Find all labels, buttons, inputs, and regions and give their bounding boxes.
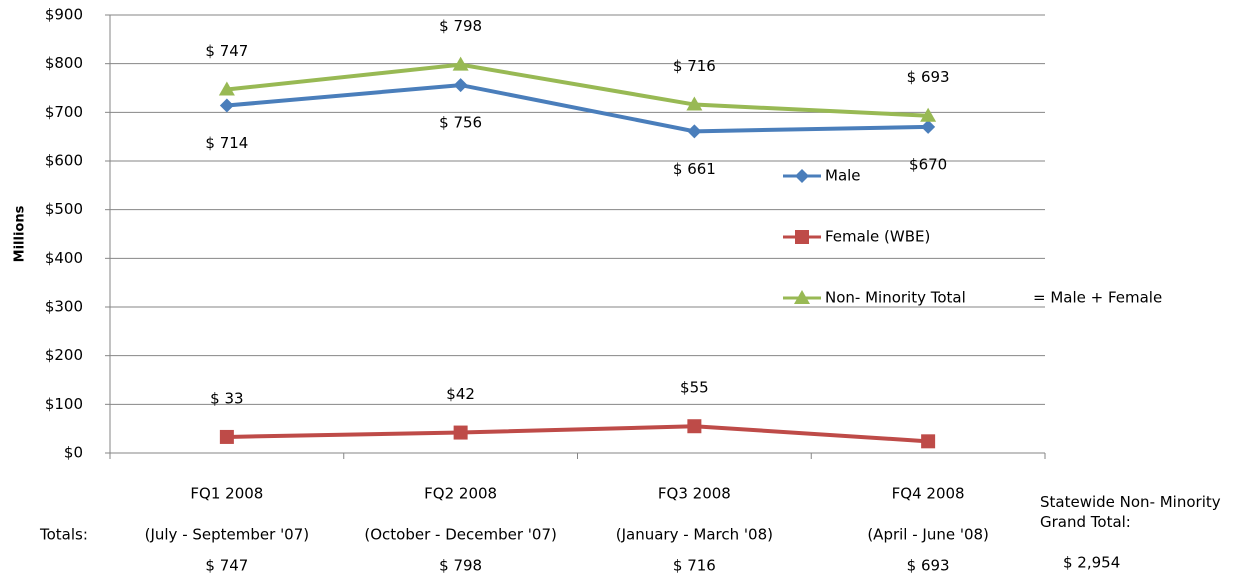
series-line [226,424,929,444]
data-label: $ 756 [439,114,482,132]
y-tick-label: $600 [45,152,83,170]
grand-total: $ 2,954 [1063,554,1120,572]
y-tick-label: $500 [45,200,83,218]
marker [687,124,702,139]
x-tick-label: FQ1 2008 [190,485,263,503]
grand-total-title: Statewide Non- Minority Grand Total: [1040,493,1221,531]
period-label: (January - March '08) [616,526,773,544]
data-label: $ 693 [907,68,950,86]
total-label: $ 716 [673,557,716,575]
marker [795,230,809,244]
y-tick-label: $400 [45,249,83,267]
totals-title: Totals: [39,526,88,544]
marker [920,107,937,122]
marker [219,429,234,444]
series-line [226,83,929,134]
marker [687,419,702,434]
data-label: $42 [446,385,475,403]
marker [218,81,235,96]
period-label: (July - September '07) [145,526,310,544]
total-label: $ 747 [205,557,248,575]
y-tick-label: $300 [45,298,83,316]
legend-label: Male [825,167,861,185]
legend-label: Female (WBE) [825,228,930,246]
data-label: $670 [909,155,947,173]
marker [921,119,936,134]
x-tick-label: FQ3 2008 [658,485,731,503]
total-label: $ 798 [439,557,482,575]
marker [219,98,234,113]
marker [452,56,469,71]
marker [453,425,468,440]
data-label: $ 33 [210,389,243,407]
data-label: $ 714 [205,134,248,152]
marker [794,290,810,304]
data-label: $55 [680,379,709,397]
y-tick-label: $100 [45,395,83,413]
period-label: (October - December '07) [364,526,556,544]
data-label: $ 798 [439,17,482,35]
marker [686,96,703,111]
y-tick-label: $800 [45,54,83,72]
series-line [226,62,929,118]
y-tick-label: $900 [45,6,83,24]
total-label: $ 693 [907,557,950,575]
marker [921,434,936,449]
marker [795,169,809,183]
y-tick-label: $0 [64,444,83,462]
legend-label: Non- Minority Total [825,289,966,307]
data-label: $ 661 [673,160,716,178]
x-tick-label: FQ4 2008 [892,485,965,503]
y-axis-title: Millions [13,205,28,262]
legend-note: = Male + Female [1033,289,1162,307]
data-label: $ 747 [205,42,248,60]
y-tick-label: $700 [45,103,83,121]
x-tick-label: FQ2 2008 [424,485,497,503]
y-tick-label: $200 [45,346,83,364]
period-label: (April - June '08) [867,526,989,544]
data-label: $ 716 [673,57,716,75]
marker [453,78,468,93]
